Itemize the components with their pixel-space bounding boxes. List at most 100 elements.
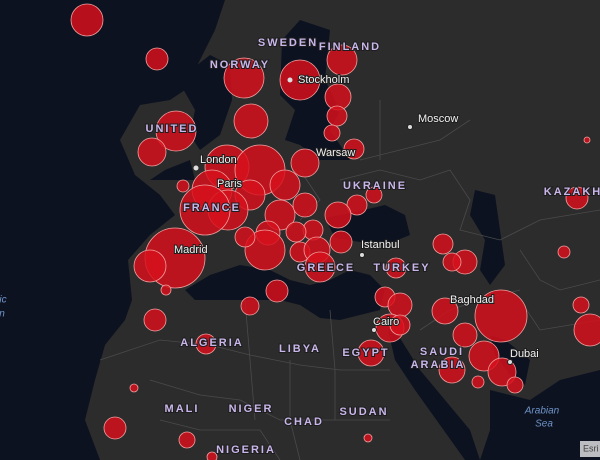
bubble[interactable]: [329, 230, 353, 254]
city-dot: [507, 359, 513, 365]
bubble[interactable]: [557, 245, 571, 259]
sea-label: n: [0, 309, 5, 320]
country-label: LIBYA: [279, 343, 321, 355]
bubble[interactable]: [269, 169, 301, 201]
bubble[interactable]: [389, 314, 411, 336]
sea-labels: ic n Arabian Sea: [0, 295, 560, 430]
city-dot: [287, 77, 293, 83]
bubble[interactable]: [438, 356, 466, 384]
bubble[interactable]: [387, 292, 413, 318]
attribution[interactable]: Esri: [583, 443, 599, 453]
country-label: NORWAY: [210, 59, 270, 71]
bubble[interactable]: [285, 221, 307, 243]
sea-label: Sea: [535, 419, 553, 430]
bubble[interactable]: [233, 103, 269, 139]
bubble[interactable]: [137, 137, 167, 167]
bubble[interactable]: [452, 322, 478, 348]
bubble[interactable]: [70, 3, 104, 37]
country-label: SWEDEN: [258, 37, 318, 49]
bubble[interactable]: [431, 297, 459, 325]
bubble[interactable]: [573, 313, 600, 347]
city-label: Moscow: [418, 113, 458, 125]
city-label: Stockholm: [298, 74, 349, 86]
country-label: NIGER: [229, 403, 274, 415]
city-dot: [407, 124, 413, 130]
city-label: London: [200, 154, 237, 166]
attribution-box: [580, 441, 600, 457]
bubble[interactable]: [346, 194, 368, 216]
bubble[interactable]: [292, 192, 318, 218]
country-label: KAZAKH: [544, 186, 600, 198]
country-label: SAUDI: [420, 346, 464, 358]
bubble[interactable]: [206, 451, 218, 460]
bubble[interactable]: [324, 201, 352, 229]
bubble[interactable]: [432, 233, 454, 255]
bubble[interactable]: [240, 296, 260, 316]
bubble[interactable]: [326, 105, 348, 127]
bubble[interactable]: [143, 308, 167, 332]
country-label: CHAD: [284, 416, 324, 428]
country-label: ARABIA: [411, 359, 466, 371]
city-label: Warsaw: [316, 147, 355, 159]
country-label: SUDAN: [339, 406, 388, 418]
bubbles: [70, 3, 600, 460]
bubble[interactable]: [290, 148, 320, 178]
city-label: Istanbul: [361, 239, 400, 251]
bubble[interactable]: [442, 252, 462, 272]
bubble[interactable]: [103, 416, 127, 440]
bubble[interactable]: [265, 279, 289, 303]
country-label: MALI: [165, 403, 200, 415]
bubble[interactable]: [323, 124, 341, 142]
bubble[interactable]: [179, 184, 231, 236]
bubble[interactable]: [178, 431, 196, 449]
bubble[interactable]: [145, 47, 169, 71]
country-label: EGYPT: [342, 347, 389, 359]
sea-label: Arabian: [524, 406, 560, 417]
bubble[interactable]: [326, 44, 358, 76]
city-label: Dubai: [510, 348, 539, 360]
country-label: ALGERIA: [180, 337, 244, 349]
bubble[interactable]: [176, 179, 190, 193]
country-label: UKRAINE: [343, 180, 407, 192]
bubble[interactable]: [365, 186, 383, 204]
bubble[interactable]: [304, 251, 336, 283]
country-label: NIGERIA: [216, 444, 276, 456]
bubble[interactable]: [583, 136, 591, 144]
city-label: Cairo: [373, 316, 399, 328]
bubble[interactable]: [160, 284, 172, 296]
bubble[interactable]: [572, 296, 590, 314]
bubble[interactable]: [363, 433, 373, 443]
country-label: UNITED: [146, 123, 199, 135]
bubble[interactable]: [506, 376, 524, 394]
bubble[interactable]: [357, 339, 385, 367]
country-label: GREECE: [297, 262, 355, 274]
bubble[interactable]: [487, 357, 517, 387]
city-label: Baghdad: [450, 294, 494, 306]
city-labels: Stockholm Moscow London Paris Warsaw Mad…: [173, 73, 540, 365]
bubble[interactable]: [195, 333, 217, 355]
city-label: Madrid: [174, 244, 208, 256]
city-dot: [359, 252, 365, 258]
bubble[interactable]: [343, 138, 365, 160]
bubble[interactable]: [279, 59, 321, 101]
bubble[interactable]: [565, 186, 589, 210]
bubble[interactable]: [223, 57, 265, 99]
bubble[interactable]: [471, 375, 485, 389]
city-dot: [371, 327, 377, 333]
bubble[interactable]: [155, 110, 197, 152]
bubble[interactable]: [474, 289, 528, 343]
city-label: Paris: [217, 178, 243, 190]
country-label: FRANCE: [183, 202, 241, 214]
country-label: FINLAND: [319, 41, 381, 53]
sea-label: ic: [0, 295, 7, 306]
country-label: TURKEY: [373, 262, 430, 274]
bubble[interactable]: [234, 226, 256, 248]
bubble[interactable]: [244, 229, 286, 271]
labels: SWEDEN FINLAND NORWAY UNITED UKRAINE FRA…: [145, 36, 600, 457]
bubble[interactable]: [129, 383, 139, 393]
city-dot: [193, 165, 199, 171]
bubble[interactable]: [385, 257, 407, 279]
bubble[interactable]: [133, 249, 167, 283]
